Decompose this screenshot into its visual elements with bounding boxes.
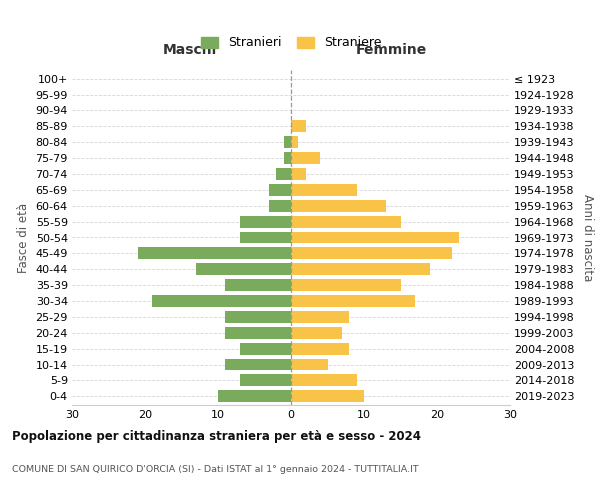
Text: Popolazione per cittadinanza straniera per età e sesso - 2024: Popolazione per cittadinanza straniera p… <box>12 430 421 443</box>
Bar <box>291 342 349 354</box>
Bar <box>226 358 291 370</box>
Y-axis label: Fasce di età: Fasce di età <box>17 202 30 272</box>
Bar <box>291 248 452 260</box>
Bar <box>291 184 356 196</box>
Bar <box>277 168 291 180</box>
Bar <box>291 311 349 323</box>
Bar <box>291 200 386 211</box>
Bar <box>291 390 364 402</box>
Bar <box>226 279 291 291</box>
Bar <box>284 152 291 164</box>
Bar <box>291 152 320 164</box>
Bar <box>152 295 291 307</box>
Bar <box>240 374 291 386</box>
Bar <box>269 184 291 196</box>
Bar <box>291 327 342 338</box>
Bar <box>291 136 298 148</box>
Bar <box>291 295 415 307</box>
Bar <box>240 216 291 228</box>
Bar <box>269 200 291 211</box>
Y-axis label: Anni di nascita: Anni di nascita <box>581 194 595 281</box>
Bar <box>291 232 459 243</box>
Legend: Stranieri, Straniere: Stranieri, Straniere <box>197 32 385 53</box>
Bar <box>218 390 291 402</box>
Bar <box>291 264 430 275</box>
Bar <box>291 168 305 180</box>
Text: COMUNE DI SAN QUIRICO D'ORCIA (SI) - Dati ISTAT al 1° gennaio 2024 - TUTTITALIA.: COMUNE DI SAN QUIRICO D'ORCIA (SI) - Dat… <box>12 465 419 474</box>
Bar <box>291 120 305 132</box>
Bar <box>240 342 291 354</box>
Bar <box>291 279 401 291</box>
Bar <box>226 311 291 323</box>
Bar <box>240 232 291 243</box>
Bar <box>284 136 291 148</box>
Bar <box>226 327 291 338</box>
Bar <box>196 264 291 275</box>
Bar <box>138 248 291 260</box>
Bar <box>291 374 356 386</box>
Bar <box>291 216 401 228</box>
Text: Maschi: Maschi <box>163 42 217 56</box>
Text: Femmine: Femmine <box>356 42 427 56</box>
Bar <box>291 358 328 370</box>
